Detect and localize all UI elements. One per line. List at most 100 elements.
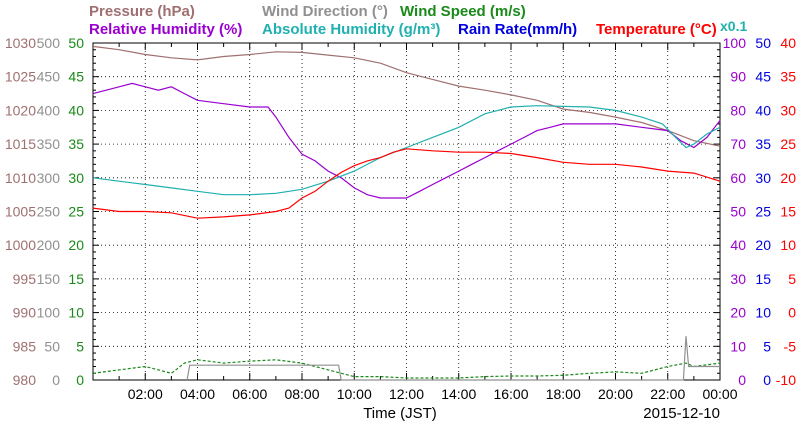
series-line-4 (92, 359, 721, 379)
y-tick-label-wind-speed: 30 (68, 170, 84, 186)
y-tick-label-wind-direction: 250 (37, 204, 61, 220)
header-row-2: Relative Humidity (%) Absolute Humidity (… (89, 21, 717, 38)
series-line-3 (92, 148, 721, 219)
y-tick-label-humidity: 70 (730, 136, 746, 152)
y-tick-label-pressure: 1025 (5, 69, 36, 85)
header-item: Rain Rate(mm/h) (458, 21, 577, 38)
header: Pressure (hPa) Wind Direction (°) Wind Spe… (89, 3, 747, 38)
y-tick-label-temperature: -5 (784, 338, 797, 354)
y-tick-label-wind-speed: 40 (68, 102, 84, 118)
y-tick-label-temperature: 5 (788, 271, 796, 287)
x-tick-label: 22:00 (650, 386, 685, 402)
y-tick-label-pressure: 1000 (5, 237, 36, 253)
y-tick-label-wind-direction: 350 (37, 136, 61, 152)
y-tick-label-humidity: 10 (730, 338, 746, 354)
y-tick-label-humidity: 80 (730, 102, 746, 118)
y-tick-label-rain-rate: 30 (755, 170, 771, 186)
y-tick-label-pressure: 1005 (5, 204, 36, 220)
series-lines (92, 45, 721, 381)
y-tick-label-pressure: 1015 (5, 136, 36, 152)
header-item: Wind Speed (m/s) (400, 3, 526, 20)
y-tick-label-temperature: -10 (776, 372, 796, 388)
series-line-2 (92, 105, 721, 196)
y-tick-label-humidity: 60 (730, 170, 746, 186)
y-tick-label-pressure: 990 (13, 305, 37, 321)
y-tick-label-temperature: 20 (780, 170, 796, 186)
y-tick-label-rain-rate: 50 (755, 35, 771, 51)
y-tick-label-temperature: 10 (780, 237, 796, 253)
header-item: Absolute Humidity (g/m³) (262, 21, 440, 38)
header-item: Pressure (hPa) (89, 3, 195, 20)
y-tick-label-temperature: 15 (780, 204, 796, 220)
y-tick-label-wind-speed: 10 (68, 305, 84, 321)
y-tick-label-humidity: 90 (730, 69, 746, 85)
y-tick-label-pressure: 1010 (5, 170, 36, 186)
y-tick-label-rain-rate: 45 (755, 69, 771, 85)
y-tick-label-humidity: 50 (730, 204, 746, 220)
y-tick-label-rain-rate: 20 (755, 237, 771, 253)
date-label: 2015-12-10 (643, 405, 720, 422)
header-item: Temperature (°C) (596, 21, 717, 38)
x-tick-label: 00:00 (702, 386, 737, 402)
y-tick-label-wind-direction: 50 (44, 338, 60, 354)
y-tick-label-temperature: 25 (780, 136, 796, 152)
series-line-5 (186, 336, 720, 381)
y-tick-label-humidity: 20 (730, 305, 746, 321)
y-tick-label-pressure: 1020 (5, 102, 36, 118)
header-row-1: Pressure (hPa) Wind Direction (°) Wind Spe… (89, 3, 526, 20)
y-tick-label-humidity: 100 (723, 35, 747, 51)
x-tick-label: 08:00 (284, 386, 319, 402)
y-tick-label-wind-speed: 15 (68, 271, 84, 287)
y-tick-label-wind-direction: 450 (37, 69, 61, 85)
y-tick-label-wind-speed: 35 (68, 136, 84, 152)
grid (92, 42, 721, 381)
x-tick-label: 16:00 (493, 386, 528, 402)
y-tick-label-rain-rate: 15 (755, 271, 771, 287)
x-tick-label: 10:00 (337, 386, 372, 402)
y-tick-label-rain-rate: 10 (755, 305, 771, 321)
series-line-0 (92, 45, 721, 147)
x-tick-label: 02:00 (128, 386, 163, 402)
y-tick-label-wind-speed: 45 (68, 69, 84, 85)
y-tick-label-wind-direction: 300 (37, 170, 61, 186)
y-tick-label-humidity: 30 (730, 271, 746, 287)
y-tick-label-pressure: 995 (13, 271, 37, 287)
y-tick-label-temperature: 30 (780, 102, 796, 118)
y-tick-label-rain-rate: 0 (763, 372, 771, 388)
y-tick-label-temperature: 35 (780, 69, 796, 85)
x-tick-label: 06:00 (232, 386, 267, 402)
x-axis-label: Time (JST) (363, 405, 437, 422)
y-tick-label-pressure: 985 (13, 338, 37, 354)
y-tick-label-rain-rate: 35 (755, 136, 771, 152)
x-tick-label: 18:00 (546, 386, 581, 402)
y-axes: 9809859909951000100510101015102010251030… (5, 35, 796, 388)
y-tick-label-humidity: 40 (730, 237, 746, 253)
y-tick-label-rain-rate: 25 (755, 204, 771, 220)
y-tick-label-rain-rate: 5 (763, 338, 771, 354)
x-axis: 02:00 04:00 06:00 08:00 10:00 12:00 14:00 16:00… (128, 386, 738, 402)
y-tick-label-wind-speed: 0 (76, 372, 84, 388)
y-tick-label-wind-speed: 20 (68, 237, 84, 253)
y-tick-label-wind-direction: 400 (37, 102, 61, 118)
y-tick-label-wind-direction: 0 (52, 372, 60, 388)
header-item: Relative Humidity (%) (89, 21, 242, 38)
y-tick-label-wind-direction: 150 (37, 271, 61, 287)
y-tick-label-temperature: 0 (788, 305, 796, 321)
axis-multiplier: x0.1 (720, 18, 747, 34)
x-tick-label: 14:00 (441, 386, 476, 402)
y-tick-label-rain-rate: 40 (755, 102, 771, 118)
y-tick-label-wind-speed: 5 (76, 338, 84, 354)
y-tick-label-pressure: 980 (13, 372, 37, 388)
series-line-1 (92, 82, 721, 199)
y-tick-label-wind-speed: 25 (68, 204, 84, 220)
y-tick-label-temperature: 40 (780, 35, 796, 51)
x-tick-label: 20:00 (598, 386, 633, 402)
y-tick-label-wind-speed: 50 (68, 35, 84, 51)
y-tick-label-wind-direction: 500 (37, 35, 61, 51)
y-tick-label-humidity: 0 (738, 372, 746, 388)
y-tick-label-wind-direction: 100 (37, 305, 61, 321)
y-tick-label-pressure: 1030 (5, 35, 36, 51)
x-tick-label: 04:00 (180, 386, 215, 402)
x-tick-label: 12:00 (389, 386, 424, 402)
